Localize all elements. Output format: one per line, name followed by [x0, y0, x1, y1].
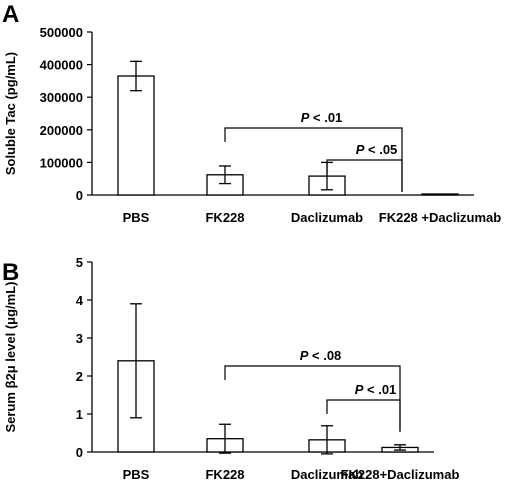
significance-label: P < .05 — [356, 142, 398, 157]
category-label: FK228+Daclizumab — [341, 467, 460, 482]
chart-panel-b: B 0 1 2 3 4 5 Serum β2μ level (μg/mL) PBS FK228 Da… — [2, 255, 459, 482]
y-tick-label: 4 — [76, 293, 84, 308]
category-label: PBS — [123, 467, 150, 482]
y-axis-label: Soluble Tac (pg/mL) — [3, 52, 18, 175]
y-tick-label: 1 — [76, 407, 83, 422]
bar — [421, 193, 459, 196]
panel-label: B — [2, 259, 19, 286]
y-tick-label: 500000 — [40, 25, 83, 40]
category-label: FK228 +Daclizumab — [379, 210, 502, 225]
p-value: < .08 — [308, 348, 341, 363]
y-tick-label: 200000 — [40, 123, 83, 138]
y-tick-label: 100000 — [40, 155, 83, 170]
y-tick-label: 400000 — [40, 58, 83, 73]
bar — [117, 75, 155, 196]
category-label: FK228 — [205, 467, 244, 482]
y-tick-label: 2 — [76, 369, 83, 384]
p-letter: P — [356, 142, 365, 157]
y-axis-label: Serum β2μ level (μg/mL) — [3, 282, 18, 433]
category-label: PBS — [123, 210, 150, 225]
y-tick-label: 5 — [76, 255, 83, 270]
p-value: < .01 — [309, 110, 342, 125]
chart-panel-a: A 0 100000 200000 300000 400000 500000 Soluble … — [2, 1, 501, 225]
p-letter: P — [300, 348, 309, 363]
category-label: FK228 — [205, 210, 244, 225]
p-letter: P — [355, 382, 364, 397]
y-tick-label: 0 — [76, 188, 83, 203]
y-tick-label: 0 — [76, 445, 83, 460]
significance-label: P < .08 — [300, 348, 342, 363]
significance-bracket — [326, 159, 403, 192]
category-label: Daclizumab — [291, 467, 363, 482]
panel-label: A — [2, 1, 19, 28]
significance-bracket — [326, 399, 401, 432]
p-value: < .05 — [364, 142, 397, 157]
p-value: < .01 — [363, 382, 396, 397]
p-letter: P — [301, 110, 310, 125]
significance-bracket — [224, 365, 401, 430]
y-tick-label: 3 — [76, 331, 83, 346]
category-label: Daclizumab — [291, 210, 363, 225]
significance-label: P < .01 — [301, 110, 343, 125]
significance-label: P < .01 — [355, 382, 397, 397]
y-tick-label: 300000 — [40, 90, 83, 105]
